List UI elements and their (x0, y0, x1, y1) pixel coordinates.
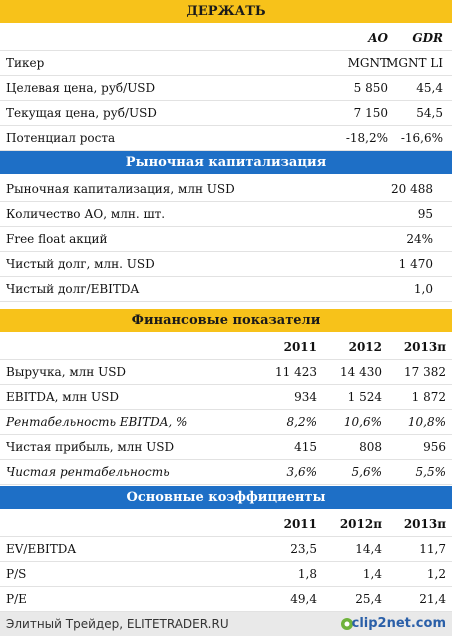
row-label: Потенциал роста (6, 131, 116, 145)
column-header: 2012п (339, 517, 382, 531)
cell-value: 1 872 (411, 390, 446, 404)
table-row: Чистая рентабельность 3,6% 5,6% 5,5% (0, 460, 452, 485)
row-label: Free float акций (6, 232, 108, 246)
cell-value: 808 (359, 440, 382, 454)
cell-value: 956 (423, 440, 446, 454)
table-row: EBITDA, млн USD 934 1 524 1 872 (0, 385, 452, 410)
cell-value: MGNT (347, 56, 388, 70)
cell-value: 23,5 (290, 542, 317, 556)
cell-value: 8,2% (286, 415, 318, 429)
table-row: P/E 49,4 25,4 21,4 (0, 587, 452, 612)
cell-value: 5 850 (353, 81, 388, 95)
cell-value: 11 423 (275, 365, 317, 379)
table-row: Тикер MGNT MGNT LI (0, 51, 452, 76)
column-header: 2013п (403, 517, 446, 531)
cell-value: 1,4 (362, 567, 382, 581)
column-header: AO (368, 31, 388, 45)
row-label: EBITDA, млн USD (6, 390, 119, 404)
cell-value: 1 470 (398, 257, 433, 271)
cell-value: 14 430 (340, 365, 382, 379)
cell-value: 11,7 (419, 542, 446, 556)
table-row: Потенциал роста -18,2% -16,6% (0, 126, 452, 151)
table-row: Количество АО, млн. шт. 95 (0, 202, 452, 227)
cell-value: 20 488 (391, 182, 433, 196)
row-label: Рентабельность EBITDA, % (6, 415, 188, 429)
table-row: Рентабельность EBITDA, % 8,2% 10,6% 10,8% (0, 410, 452, 435)
column-header-row: 2011 2012п 2013п (0, 512, 452, 537)
section-title: Основные коэффициенты (0, 486, 452, 509)
cell-value: 1,2 (426, 567, 446, 581)
cell-value: 25,4 (355, 592, 382, 606)
cell-value: 14,4 (355, 542, 382, 556)
row-label: Чистая рентабельность (6, 465, 170, 479)
row-label: EV/EBITDA (6, 542, 77, 556)
source: Элитный Трейдер, ELITETRADER.RU (6, 617, 229, 631)
row-label: Текущая цена, руб/USD (6, 106, 157, 120)
cell-value: 17 382 (404, 365, 446, 379)
cell-value: 5,5% (415, 465, 447, 479)
row-label: Количество АО, млн. шт. (6, 207, 166, 221)
logo-icon (341, 618, 353, 630)
table-row: Целевая цена, руб/USD 5 850 45,4 (0, 76, 452, 101)
cell-value: 1 524 (347, 390, 382, 404)
cell-value: 21,4 (419, 592, 446, 606)
column-header-row: AO GDR (0, 26, 452, 51)
table-row: Чистая прибыль, млн USD 415 808 956 (0, 435, 452, 460)
table-row: Рыночная капитализация, млн USD 20 488 (0, 177, 452, 202)
row-label: Чистый долг, млн. USD (6, 257, 155, 271)
cell-value: MGNT LI (386, 56, 443, 70)
row-label: Целевая цена, руб/USD (6, 81, 156, 95)
row-label: Рыночная капитализация, млн USD (6, 182, 235, 196)
column-header: 2011 (283, 517, 317, 531)
cell-value: 7 150 (353, 106, 388, 120)
cell-value: 1,8 (297, 567, 317, 581)
section-title: ДЕРЖАТЬ (0, 0, 452, 23)
cell-value: 24% (406, 232, 433, 246)
row-label: Чистый долг/EBITDA (6, 282, 140, 296)
table-row: Free float акций 24% (0, 227, 452, 252)
cell-value: -18,2% (345, 131, 388, 145)
cell-value: 49,4 (290, 592, 317, 606)
row-label: P/E (6, 592, 27, 606)
row-label: P/S (6, 567, 27, 581)
table-row: Чистый долг, млн. USD 1 470 (0, 252, 452, 277)
cell-value: 1,0 (413, 282, 433, 296)
section-title: Финансовые показатели (0, 309, 452, 332)
row-label: Чистая прибыль, млн USD (6, 440, 175, 454)
table-row: P/S 1,8 1,4 1,2 (0, 562, 452, 587)
column-header: 2012 (348, 340, 382, 354)
table-row: Текущая цена, руб/USD 7 150 54,5 (0, 101, 452, 126)
cell-value: -16,6% (400, 131, 443, 145)
section-title: Рыночная капитализация (0, 151, 452, 174)
column-header: GDR (412, 31, 443, 45)
cell-value: 934 (294, 390, 317, 404)
column-header: 2011 (283, 340, 317, 354)
column-header-row: 2011 2012 2013п (0, 335, 452, 360)
table-row: Выручка, млн USD 11 423 14 430 17 382 (0, 360, 452, 385)
table-row: Чистый долг/EBITDA 1,0 (0, 277, 452, 302)
cell-value: 10,6% (343, 415, 382, 429)
row-label: Тикер (6, 56, 45, 70)
row-label: Выручка, млн USD (6, 365, 127, 379)
cell-value: 10,8% (407, 415, 446, 429)
cell-value: 5,6% (351, 465, 383, 479)
table-row: EV/EBITDA 23,5 14,4 11,7 (0, 537, 452, 562)
cell-value: 415 (294, 440, 317, 454)
logo: clip2net.com (351, 616, 446, 631)
cell-value: 54,5 (416, 106, 443, 120)
column-header: 2013п (403, 340, 446, 354)
cell-value: 45,4 (416, 81, 443, 95)
cell-value: 3,6% (286, 465, 318, 479)
footer: Элитный Трейдер, ELITETRADER.RU clip2net… (0, 612, 452, 636)
cell-value: 95 (417, 207, 433, 221)
